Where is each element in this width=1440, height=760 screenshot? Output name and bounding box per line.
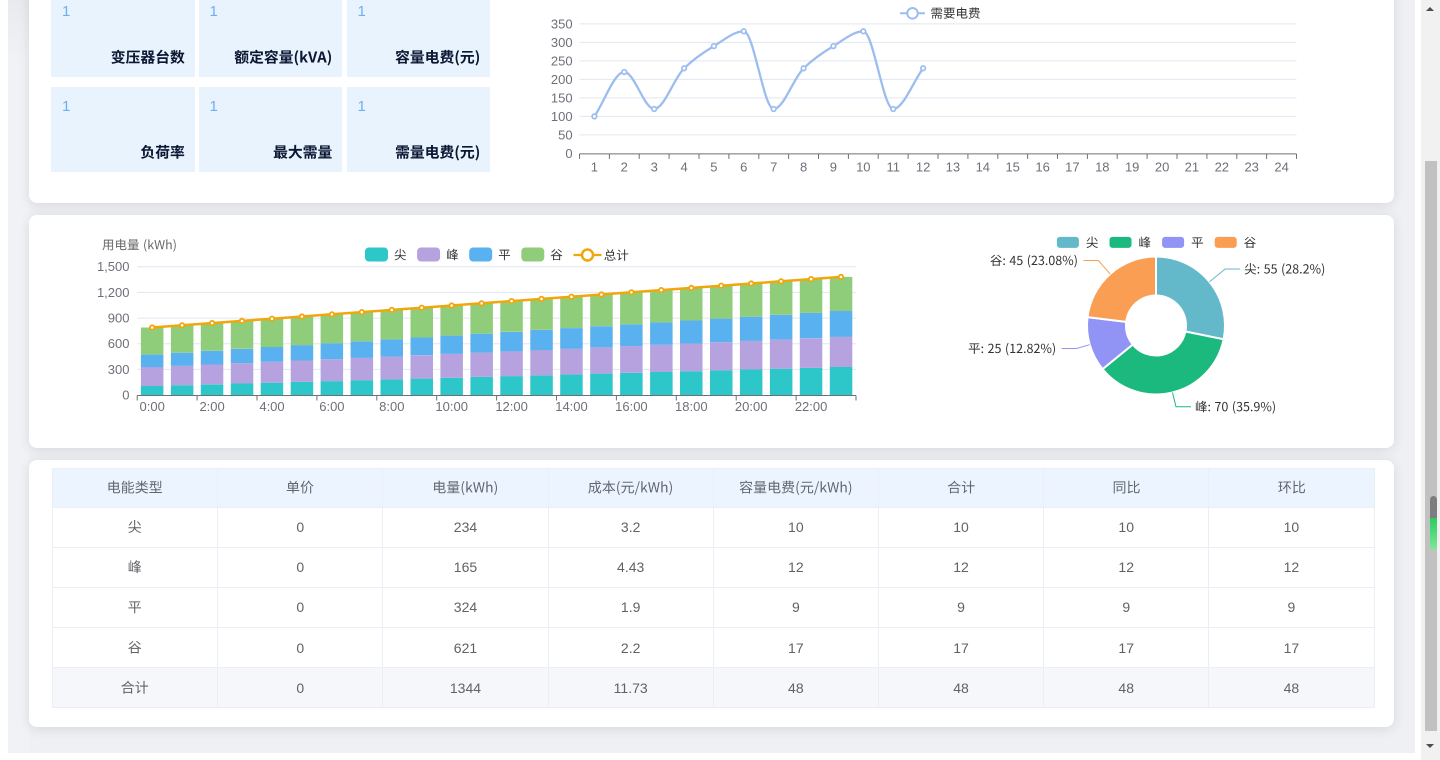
svg-text:18:00: 18:00 xyxy=(675,399,708,414)
svg-text:0: 0 xyxy=(122,387,129,402)
svg-text:150: 150 xyxy=(551,90,573,105)
svg-text:21: 21 xyxy=(1185,160,1199,175)
svg-text:1,500: 1,500 xyxy=(97,259,130,274)
svg-text:11: 11 xyxy=(886,160,900,175)
svg-text:300: 300 xyxy=(551,35,573,50)
svg-text:14:00: 14:00 xyxy=(555,399,588,414)
svg-text:15: 15 xyxy=(1005,160,1019,175)
svg-text:2:00: 2:00 xyxy=(199,399,224,414)
svg-text:1: 1 xyxy=(591,160,598,175)
svg-text:300: 300 xyxy=(108,362,130,377)
svg-text:2: 2 xyxy=(621,160,628,175)
svg-text:9: 9 xyxy=(830,160,837,175)
svg-text:20: 20 xyxy=(1155,160,1169,175)
svg-text:8:00: 8:00 xyxy=(379,399,404,414)
svg-text:12: 12 xyxy=(916,160,930,175)
svg-text:10: 10 xyxy=(856,160,870,175)
svg-text:600: 600 xyxy=(108,336,130,351)
svg-text:6: 6 xyxy=(740,160,747,175)
svg-text:24: 24 xyxy=(1274,160,1288,175)
svg-text:16:00: 16:00 xyxy=(615,399,648,414)
svg-text:350: 350 xyxy=(551,16,573,31)
svg-text:17: 17 xyxy=(1065,160,1079,175)
svg-text:250: 250 xyxy=(551,53,573,68)
svg-text:20:00: 20:00 xyxy=(735,399,768,414)
svg-text:14: 14 xyxy=(976,160,990,175)
svg-text:22: 22 xyxy=(1215,160,1229,175)
svg-text:0: 0 xyxy=(565,146,572,161)
svg-text:18: 18 xyxy=(1095,160,1109,175)
svg-text:200: 200 xyxy=(551,72,573,87)
svg-text:900: 900 xyxy=(108,310,130,325)
svg-text:4:00: 4:00 xyxy=(259,399,284,414)
svg-text:5: 5 xyxy=(710,160,717,175)
svg-text:12:00: 12:00 xyxy=(495,399,528,414)
svg-text:50: 50 xyxy=(558,127,572,142)
svg-text:0:00: 0:00 xyxy=(140,399,165,414)
svg-text:10:00: 10:00 xyxy=(435,399,468,414)
svg-text:7: 7 xyxy=(770,160,777,175)
svg-text:6:00: 6:00 xyxy=(319,399,344,414)
svg-text:19: 19 xyxy=(1125,160,1139,175)
svg-text:8: 8 xyxy=(800,160,807,175)
svg-text:16: 16 xyxy=(1035,160,1049,175)
svg-text:1,200: 1,200 xyxy=(97,285,130,300)
svg-text:4: 4 xyxy=(680,160,687,175)
svg-text:22:00: 22:00 xyxy=(795,399,828,414)
svg-text:23: 23 xyxy=(1244,160,1258,175)
svg-text:100: 100 xyxy=(551,109,573,124)
svg-text:3: 3 xyxy=(651,160,658,175)
svg-text:13: 13 xyxy=(946,160,960,175)
